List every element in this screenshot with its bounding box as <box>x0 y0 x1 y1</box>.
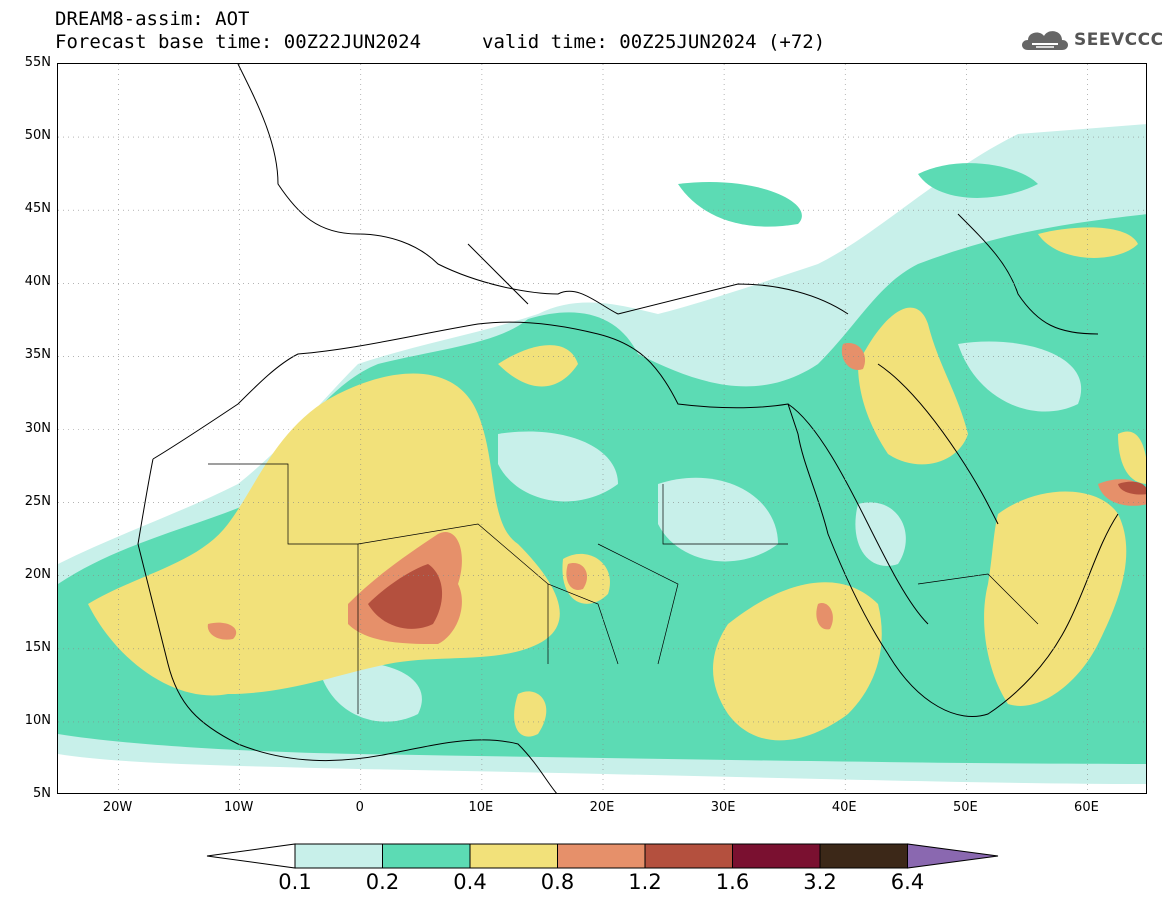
colorbar-segment <box>819 843 908 869</box>
longitude-label: 40E <box>831 800 857 815</box>
longitude-label: 10W <box>223 800 254 815</box>
colorbar-label: 0.8 <box>540 870 575 894</box>
map-gridlines <box>58 64 1146 793</box>
colorbar-label: 0.2 <box>365 870 400 894</box>
colorbar-label: 0.4 <box>453 870 487 894</box>
longitude-label: 30E <box>710 800 736 815</box>
colorbar-segment <box>294 843 383 869</box>
logo-text: SEEVCCC <box>1074 30 1164 50</box>
latitude-label: 20N <box>24 566 51 582</box>
colorbar-label: 1.6 <box>715 870 750 894</box>
map-title: DREAM8-assim: AOT <box>55 8 250 30</box>
colorbar-label: 3.2 <box>803 870 837 894</box>
coastlines <box>137 64 1119 793</box>
colorbar-label: 6.4 <box>890 870 925 894</box>
forecast-base-time: Forecast base time: 00Z22JUN2024 <box>55 31 422 53</box>
latitude-label: 55N <box>24 55 51 70</box>
latitude-label: 30N <box>24 420 51 436</box>
longitude-label: 10E <box>468 800 494 815</box>
latitude-label: 35N <box>24 347 51 363</box>
colorbar-label: 1.2 <box>628 870 662 894</box>
colorbar-segment <box>382 843 471 869</box>
longitude-label: 50E <box>952 800 978 815</box>
latitude-label: 40N <box>24 274 51 290</box>
colorbar-segment <box>732 843 821 869</box>
longitude-label: 20E <box>589 800 615 815</box>
aot-map <box>57 63 1147 794</box>
longitude-label: 60E <box>1074 800 1099 815</box>
colorbar-segment <box>469 843 558 869</box>
valid-time: valid time: 00Z25JUN2024 (+72) <box>482 31 826 53</box>
latitude-label: 25N <box>24 493 51 509</box>
aot-band-0.1-patches <box>318 341 1082 722</box>
colorbar-segment <box>644 843 733 869</box>
longitude-label: 0 <box>355 800 364 815</box>
latitude-label: 5N <box>33 786 51 801</box>
country-borders <box>208 463 1039 714</box>
colorbar-label: 0.1 <box>278 870 312 894</box>
latitude-label: 45N <box>24 201 51 217</box>
aot-map-canvas <box>58 64 1146 793</box>
colorbar-under-triangle <box>206 843 296 869</box>
cloud-icon <box>1022 31 1068 50</box>
colorbar-over-triangle <box>907 843 999 869</box>
latitude-label: 10N <box>24 712 51 728</box>
latitude-label: 15N <box>24 639 51 655</box>
aot-colorbar <box>206 843 999 869</box>
colorbar-segment <box>557 843 646 869</box>
latitude-label: 50N <box>24 128 51 144</box>
aot-band-1.2 <box>368 481 1146 629</box>
longitude-label: 20W <box>102 800 133 815</box>
seevccc-logo: SEEVCCC <box>1018 24 1163 58</box>
